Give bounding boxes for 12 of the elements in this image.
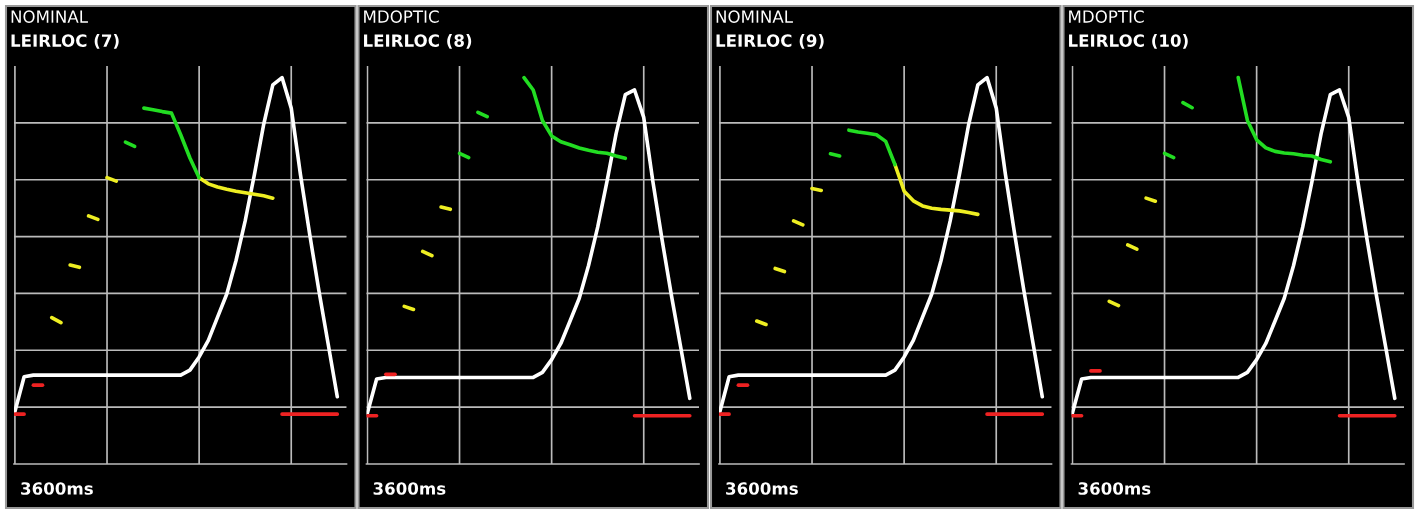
chart-subtitle: LEIRLOC (8) bbox=[364, 34, 472, 49]
text: 3600ms bbox=[1078, 482, 1151, 495]
chart-title: MDOPTIC bbox=[364, 10, 439, 23]
chart-title: MDOPTIC bbox=[1069, 10, 1144, 23]
text: 3600ms bbox=[373, 482, 446, 495]
chart-subtitle: LEIRLOC (10) bbox=[1069, 34, 1188, 49]
text: 3600ms bbox=[726, 482, 798, 495]
text: 3600ms bbox=[21, 482, 93, 495]
chart-subtitle: LEIRLOC (9) bbox=[716, 34, 824, 49]
chart-subtitle: LEIRLOC (7) bbox=[11, 34, 119, 49]
chart-title: NOMINAL bbox=[11, 10, 88, 23]
chart-title: NOMINAL bbox=[716, 10, 793, 23]
